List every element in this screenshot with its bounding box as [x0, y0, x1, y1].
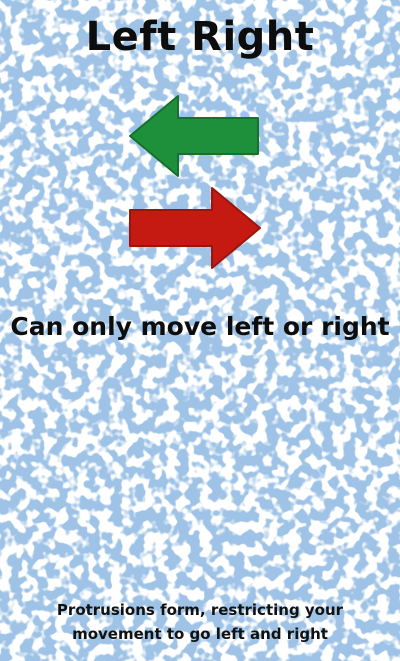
card-description: Protrusions form, restricting your movem…	[56, 601, 344, 643]
card-title: Left Right	[85, 14, 315, 60]
left-arrow-icon	[129, 95, 259, 177]
right-arrow-icon	[129, 187, 261, 269]
card-subtitle: Can only move left or right	[10, 312, 390, 341]
